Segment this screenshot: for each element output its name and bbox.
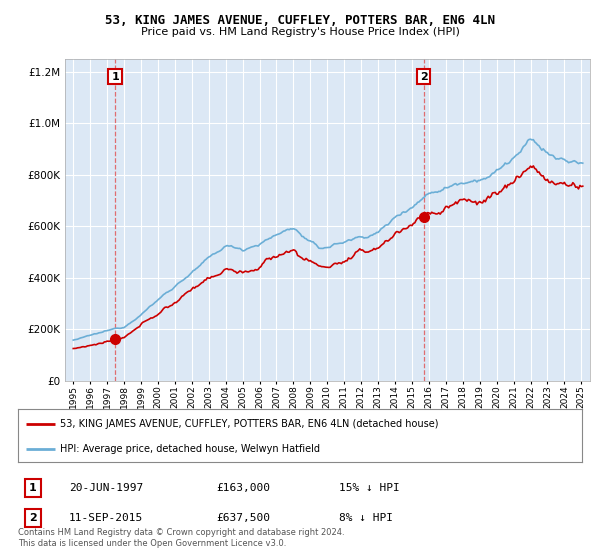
Text: 53, KING JAMES AVENUE, CUFFLEY, POTTERS BAR, EN6 4LN: 53, KING JAMES AVENUE, CUFFLEY, POTTERS … <box>105 14 495 27</box>
Text: Contains HM Land Registry data © Crown copyright and database right 2024.
This d: Contains HM Land Registry data © Crown c… <box>18 528 344 548</box>
Text: 1: 1 <box>111 72 119 82</box>
Text: 15% ↓ HPI: 15% ↓ HPI <box>339 483 400 493</box>
Text: 8% ↓ HPI: 8% ↓ HPI <box>339 513 393 523</box>
Text: 11-SEP-2015: 11-SEP-2015 <box>69 513 143 523</box>
Text: 1: 1 <box>29 483 37 493</box>
Text: 53, KING JAMES AVENUE, CUFFLEY, POTTERS BAR, EN6 4LN (detached house): 53, KING JAMES AVENUE, CUFFLEY, POTTERS … <box>60 419 439 429</box>
Text: 2: 2 <box>29 513 37 523</box>
Text: HPI: Average price, detached house, Welwyn Hatfield: HPI: Average price, detached house, Welw… <box>60 444 320 454</box>
Text: £163,000: £163,000 <box>216 483 270 493</box>
Text: £637,500: £637,500 <box>216 513 270 523</box>
Text: 2: 2 <box>420 72 428 82</box>
Text: Price paid vs. HM Land Registry's House Price Index (HPI): Price paid vs. HM Land Registry's House … <box>140 27 460 37</box>
Text: 20-JUN-1997: 20-JUN-1997 <box>69 483 143 493</box>
